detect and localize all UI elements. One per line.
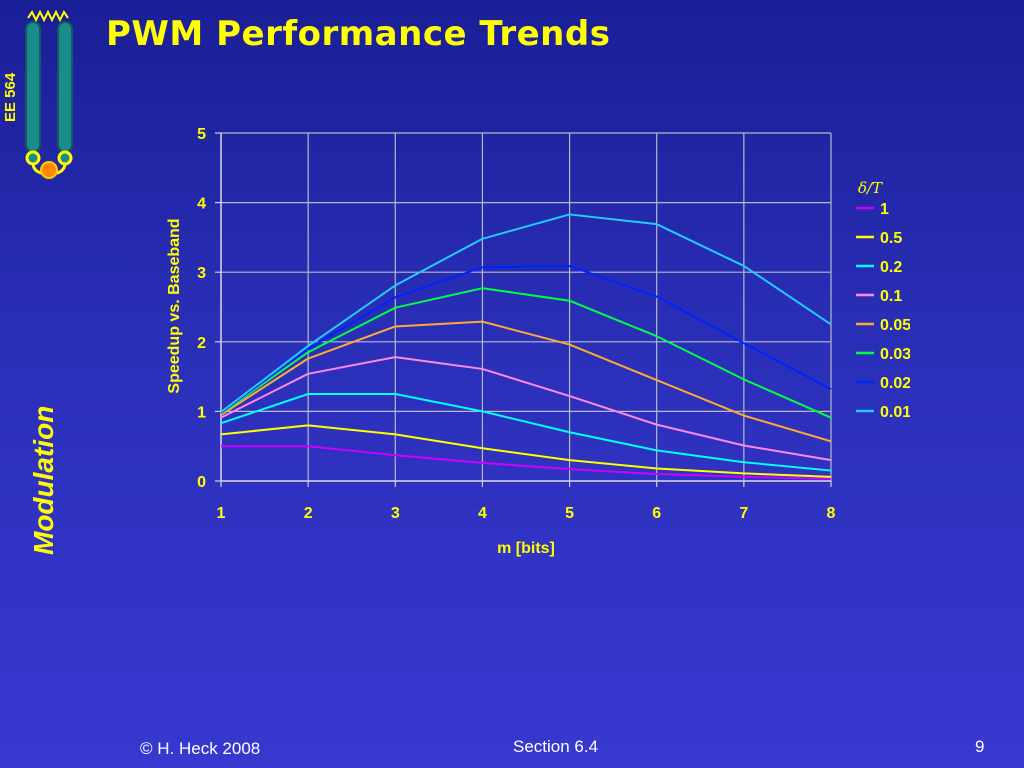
series-line-0.02 bbox=[220, 264, 832, 414]
x-tick-label: 2 bbox=[304, 505, 313, 522]
y-tick-label: 2 bbox=[197, 335, 206, 352]
footer-section: Section 6.4 bbox=[513, 737, 599, 756]
legend-label: 0.05 bbox=[880, 317, 910, 334]
y-tick-label: 5 bbox=[197, 126, 206, 143]
chart-grid bbox=[220, 132, 832, 482]
footer-copyright: © H. Heck 2008 bbox=[140, 739, 261, 758]
y-tick-label: 1 bbox=[197, 404, 206, 421]
legend-title: δ/T bbox=[858, 179, 883, 197]
x-tick-label: 5 bbox=[565, 505, 574, 522]
series-line-0.2 bbox=[220, 393, 832, 472]
legend-label: 0.2 bbox=[880, 259, 902, 276]
legend-label: 0.02 bbox=[880, 375, 910, 392]
x-tick-label: 8 bbox=[827, 505, 836, 522]
legend-label: 1 bbox=[880, 201, 889, 218]
series-line-1 bbox=[221, 445, 832, 480]
x-tick-label: 6 bbox=[652, 505, 661, 522]
series-line-0.01 bbox=[220, 213, 832, 413]
legend-label: 0.01 bbox=[880, 404, 910, 421]
chart-axes bbox=[220, 133, 831, 482]
legend-label: 0.5 bbox=[880, 230, 902, 247]
logo-graphic bbox=[25, 9, 73, 179]
x-tick-label: 1 bbox=[217, 505, 226, 522]
series-line-0.5 bbox=[220, 424, 832, 478]
course-label: EE 564 bbox=[2, 72, 19, 122]
x-tick-label: 7 bbox=[739, 505, 748, 522]
x-tick-label: 4 bbox=[478, 505, 487, 522]
series-line-0.1 bbox=[220, 356, 832, 462]
chart-legend: δ/T 1 0.5 0.2 0.1 0.05 0.03 0.02 0.01 bbox=[856, 179, 910, 421]
y-tick-label: 3 bbox=[197, 265, 206, 282]
legend-label: 0.1 bbox=[880, 288, 902, 305]
y-tick-label: 0 bbox=[197, 474, 206, 491]
section-side-label: Modulation bbox=[28, 405, 59, 555]
x-axis-label: m [bits] bbox=[497, 540, 555, 557]
x-tick-label: 3 bbox=[391, 505, 400, 522]
series-line-0.03 bbox=[220, 287, 832, 419]
y-axis-label: Speedup vs. Baseband bbox=[166, 218, 183, 393]
series-line-0.05 bbox=[220, 320, 832, 443]
chart-series bbox=[220, 213, 832, 480]
legend-label: 0.03 bbox=[880, 346, 910, 363]
y-tick-label: 4 bbox=[197, 196, 206, 213]
footer-page-number: 9 bbox=[975, 737, 985, 756]
slide-title: PWM Performance Trends bbox=[106, 14, 611, 54]
